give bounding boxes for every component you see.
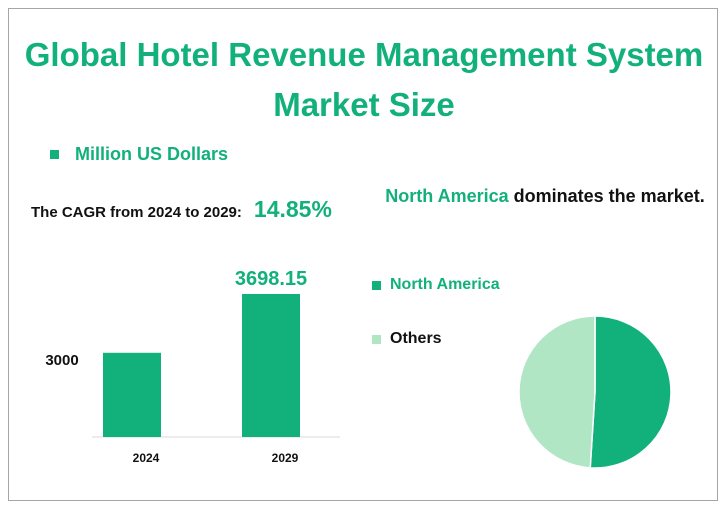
cagr-value: 14.85% [253, 196, 332, 222]
pie-slice-others [518, 315, 596, 469]
x-tick-label: 2024 [133, 451, 160, 465]
data-label-2029: 3698.15 [235, 268, 307, 290]
bar-chart: 2024 2029 3000 3698.15 [45, 268, 340, 465]
bar-2029 [242, 293, 300, 437]
pie-legend-label-north-america: North America [390, 276, 500, 293]
legend-label: Million US Dollars [75, 144, 229, 164]
pie-chart [518, 315, 672, 469]
bar-2024 [103, 352, 161, 437]
legend-swatch [50, 150, 59, 159]
title-line-2: Market Size [273, 86, 455, 123]
x-tick-label: 2029 [272, 451, 299, 465]
infographic-frame [8, 8, 718, 501]
data-label-2024: 3000 [45, 352, 78, 369]
pie-legend-swatch-north-america [372, 280, 381, 290]
title-line-1: Global Hotel Revenue Management System [24, 36, 704, 73]
pie-legend-label-others: Others [390, 330, 442, 347]
pie-slice-north-america [589, 315, 672, 469]
cagr-text: The CAGR from 2024 to 2029: [31, 204, 242, 221]
pie-legend-swatch-others [372, 334, 381, 344]
dominance-rest: dominates the market. [513, 186, 705, 206]
dominance-statement: North America dominates the market. [380, 180, 710, 212]
page-title: Global Hotel Revenue Management System M… [0, 30, 728, 130]
cagr-statement: The CAGR from 2024 to 2029: 14.85% [31, 196, 332, 223]
bar-legend: Million US Dollars [50, 144, 228, 165]
pie-legend-item-others: Others [372, 330, 442, 348]
pie-legend-item-north-america: North America [372, 276, 500, 294]
dominance-highlight: North America [385, 186, 509, 206]
